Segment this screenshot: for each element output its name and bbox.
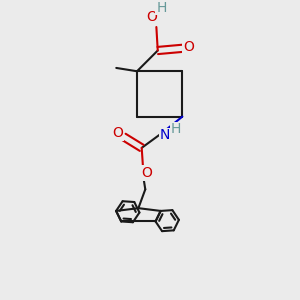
Text: O: O	[112, 126, 123, 140]
Text: O: O	[146, 10, 157, 24]
Text: O: O	[183, 40, 194, 55]
Text: H: H	[156, 1, 167, 15]
Text: N: N	[160, 128, 170, 142]
Text: O: O	[141, 166, 152, 180]
Text: H: H	[170, 122, 181, 136]
